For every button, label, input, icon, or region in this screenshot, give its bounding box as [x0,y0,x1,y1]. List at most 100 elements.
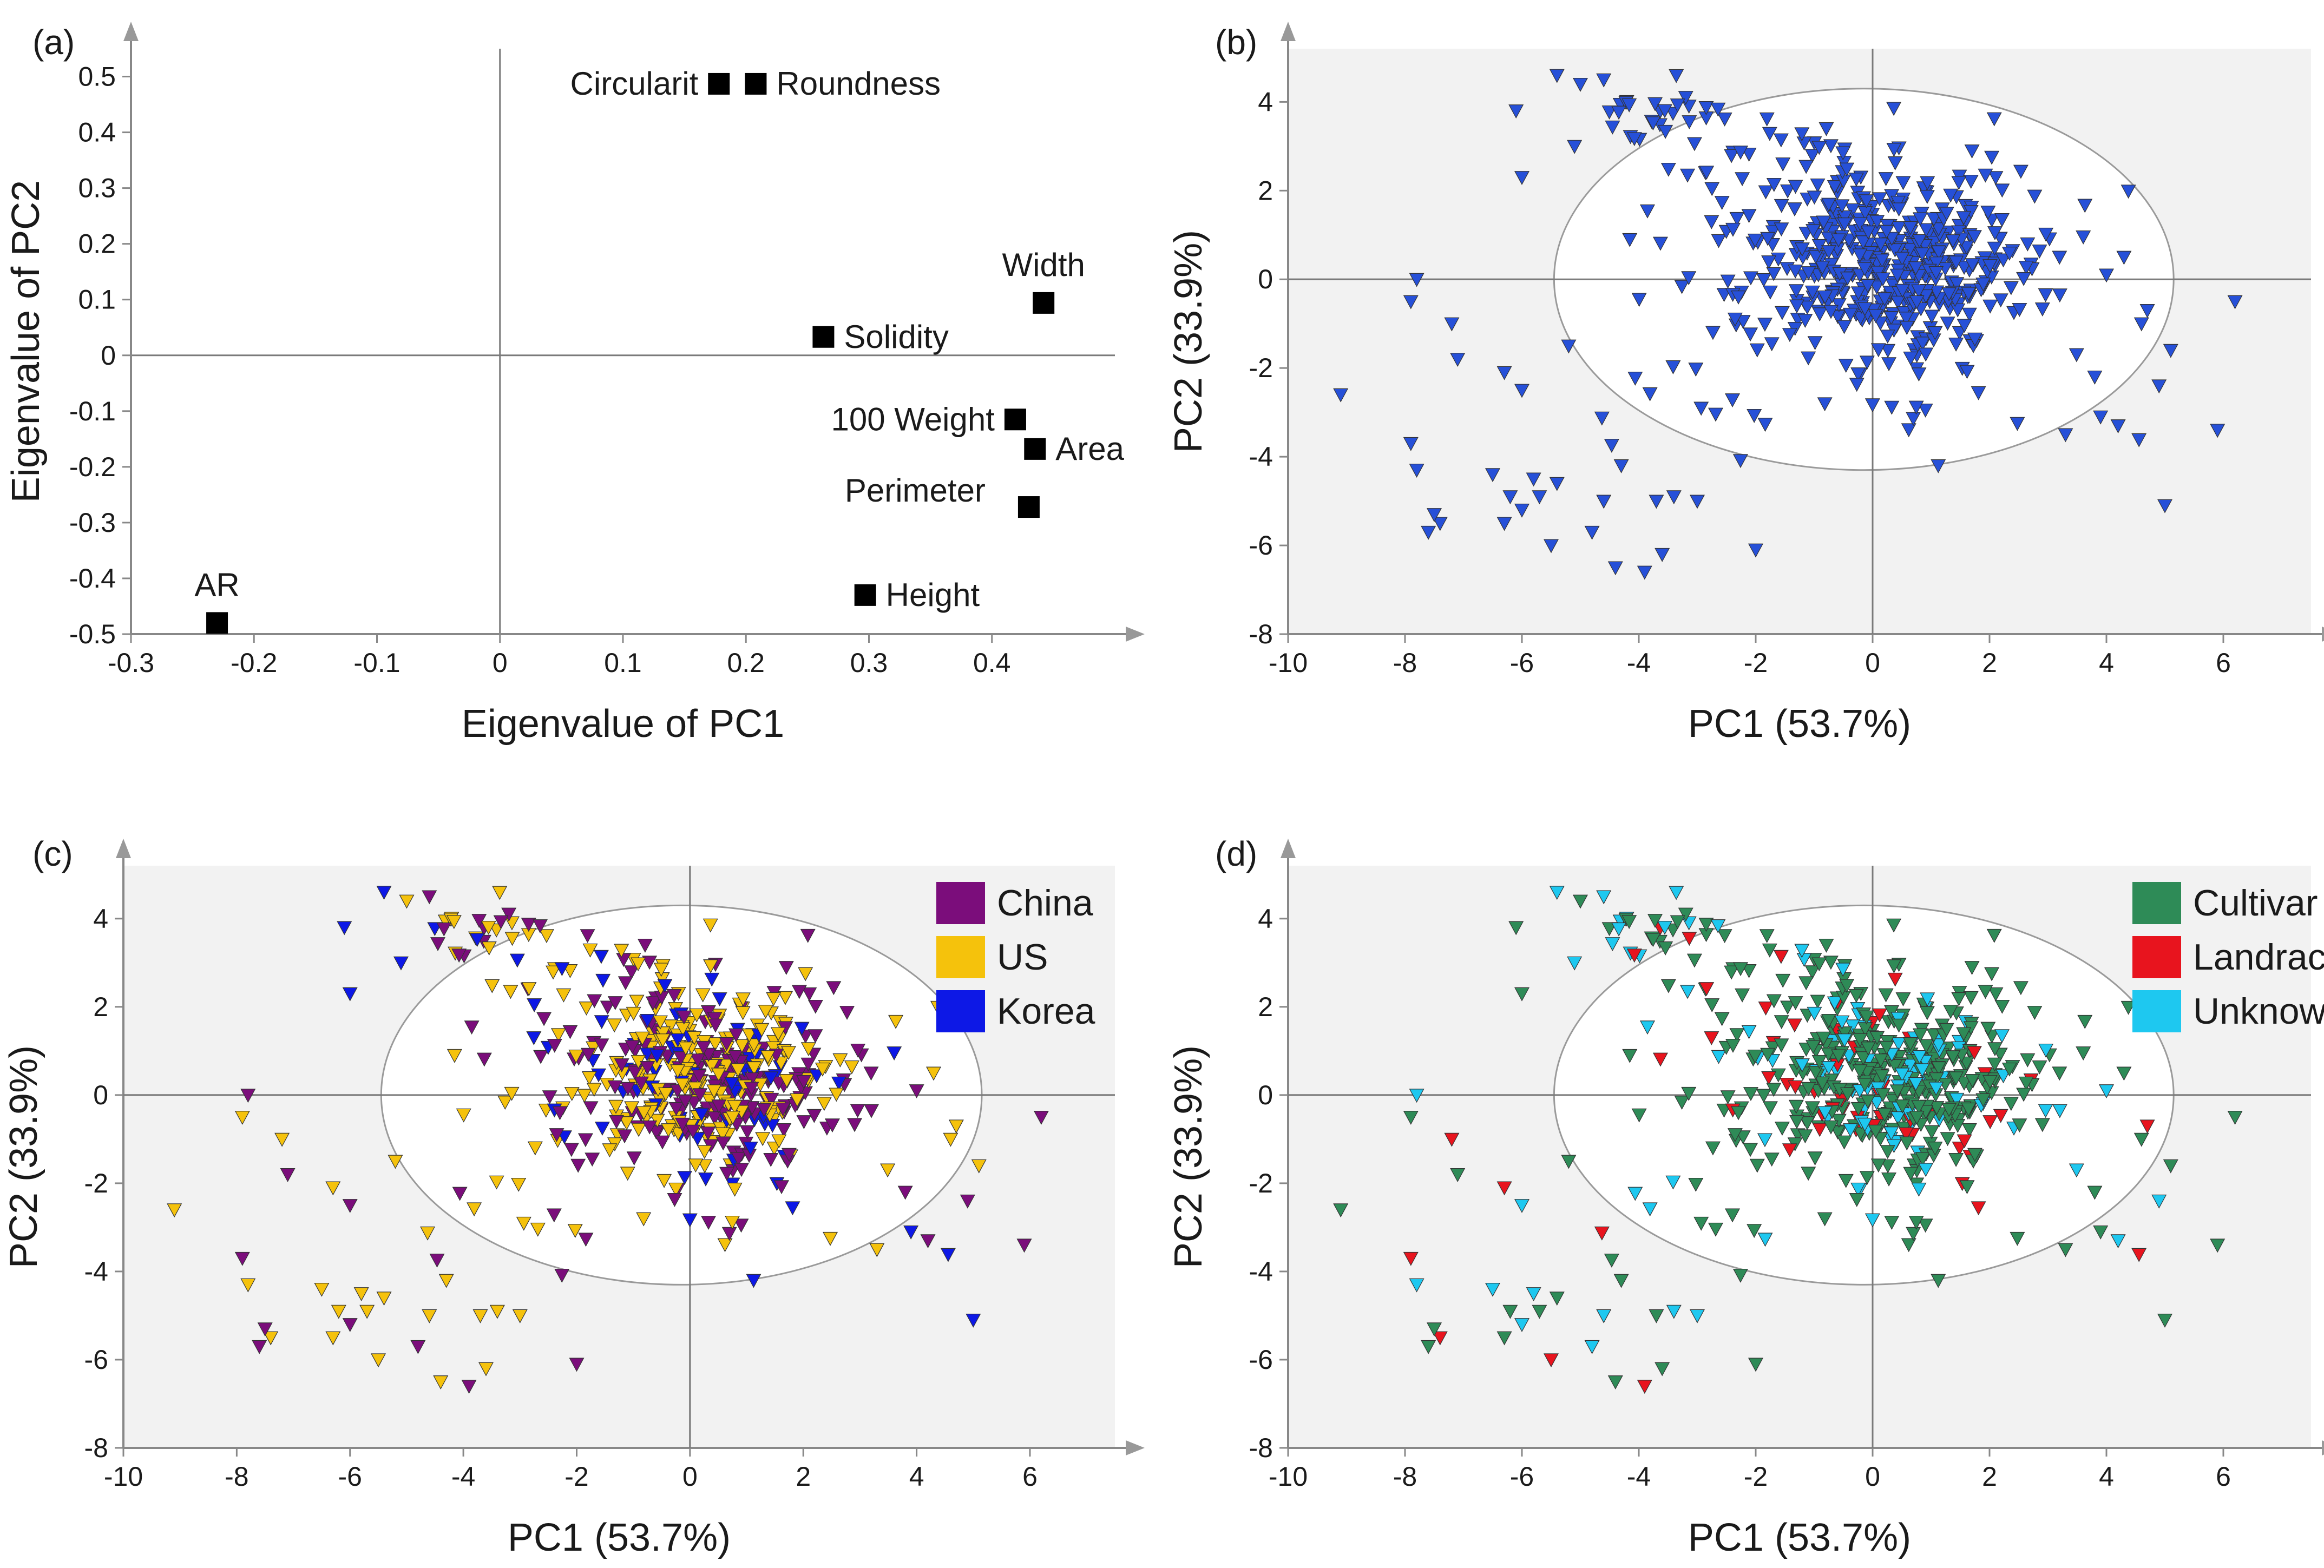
panel-b-score-point [1928,256,1944,271]
panel-c-score-point [504,1086,520,1101]
panel-b-score-point [1948,338,1964,352]
panel-b-score-point [1622,233,1638,247]
panel-b-score-point [1914,247,1930,262]
panel-c-score-point [887,1046,902,1060]
panel-c-score-point [755,1132,771,1147]
panel-b-score-point [1766,267,1782,281]
panel-b-score-point [1848,173,1864,187]
panel-c-score-point [880,1163,896,1178]
panel-d-score-point [1743,1143,1758,1157]
panel-d-score-point [1757,1133,1772,1148]
panel-c-score-point [798,967,813,981]
panel-c-score-point [636,1212,652,1227]
panel-b-score-point [1665,360,1681,374]
panel-c-score-point [645,996,661,1011]
panel-d-score-point [1883,1126,1899,1141]
panel-d-score-point [1508,921,1524,935]
panel-b-y-tick-label: -4 [1249,442,1273,472]
panel-b-score-point [1821,197,1836,212]
panel-b-score-point [1774,306,1790,320]
panel-b-score-point [1403,295,1419,309]
panel-d-score-point [1857,1022,1873,1037]
panel-c-score-point [576,1089,592,1103]
panel-b-y-tick-label: -8 [1249,619,1273,649]
panel-b-score-point [1774,199,1789,213]
panel-b-score-point [1432,517,1448,531]
panel-d-score-point [1649,1309,1664,1323]
panel-d-score-point [1840,1087,1855,1102]
panel-d-y-axis-arrow [1281,839,1296,858]
panel-b-y-tick-label: 2 [1258,175,1273,206]
panel-b-score-point [1688,363,1704,377]
panel-b-score-point [1682,115,1697,130]
panel-d-score-point [1821,1014,1836,1028]
panel-d-score-point [1699,982,1715,996]
panel-d-score-point [1543,1353,1559,1368]
panel-c-y-tick-label: 2 [93,992,108,1022]
panel-c-score-point [642,956,658,970]
panel-d-score-point [1403,1251,1419,1266]
panel-d-score-point [1859,1171,1875,1185]
panel-b-score-point [2052,288,2067,303]
panel-b-score-point [1823,139,1839,154]
panel-b-score-point [1780,184,1796,199]
panel-d-score-point [1811,957,1827,972]
panel-d-score-point [2163,1159,2178,1174]
panel-d-score-point [1794,944,1810,958]
panel-d-score-point [1963,991,1979,1005]
panel-c-x-tick-label: -2 [564,1461,588,1492]
panel-d-score-point [1894,1068,1910,1082]
panel-d-score-point [1860,1042,1876,1056]
panel-d-score-point [1584,1340,1600,1354]
panel-c-score-point [595,973,611,988]
panel-c-score-point [552,1106,568,1121]
panel-d-score-point [1855,1051,1871,1066]
panel-b-x-axis-arrow [2322,627,2324,642]
panel-b-score-point [1815,261,1830,275]
panel-b-score-point [1801,266,1816,280]
panel-d-score-point [1943,1005,1959,1019]
panel-b-score-point [1948,255,1964,270]
panel-b-score-point [1756,273,1771,287]
panel-d-score-point [1532,1305,1547,1319]
panel-d-score-point [1749,1158,1765,1173]
panel-d-score-point [1967,1148,1982,1162]
panel-b-score-point [1804,149,1820,163]
panel-b-score-point [1749,343,1765,358]
panel-b-letter-label: (b) [1215,23,1257,62]
panel-b-score-point [1964,144,1980,159]
panel-d-score-point [2010,1231,2025,1246]
panel-d-score-point [2034,1118,2050,1132]
panel-c-score-point [706,1084,722,1099]
panel-c-score-point [711,1099,727,1114]
panel-b-score-point [1693,401,1709,416]
panel-d-score-point [1639,1020,1655,1035]
panel-c-score-point [586,1083,602,1097]
panel-c-score-point [864,1104,879,1118]
panel-b-score-point [1724,149,1739,163]
panel-c-score-point [719,1037,734,1051]
panel-b-score-point [1698,101,1714,115]
panel-c-x-tick-label: 0 [682,1461,698,1492]
panel-d-score-point [1909,1111,1925,1125]
panel-b-x-tick-label: 6 [2216,648,2231,678]
panel-c-score-point [618,976,633,991]
panel-d-score-point [1761,1071,1777,1085]
panel-c-score-point [779,1074,795,1088]
panel-b-score-point [1759,112,1775,127]
panel-b-score-point [1836,320,1852,334]
panel-c-score-point [556,988,572,1003]
panel-c-score-point [869,1243,885,1257]
panel-d-score-point [1655,1362,1670,1376]
panel-d-score-point [1502,1305,1518,1319]
panel-d-score-point [2027,1006,2043,1020]
panel-d-score-point [1669,886,1684,900]
panel-d-score-point [1704,1031,1719,1045]
panel-c-score-point [943,1132,959,1147]
panel-c-x-tick-label: -10 [104,1461,143,1492]
panel-c-score-point [511,1177,527,1192]
panel-d-score-point [1806,1040,1821,1055]
panel-c-score-point [794,1022,810,1036]
panel-b-score-point [1920,176,1935,190]
panel-c-score-point [711,1068,726,1082]
